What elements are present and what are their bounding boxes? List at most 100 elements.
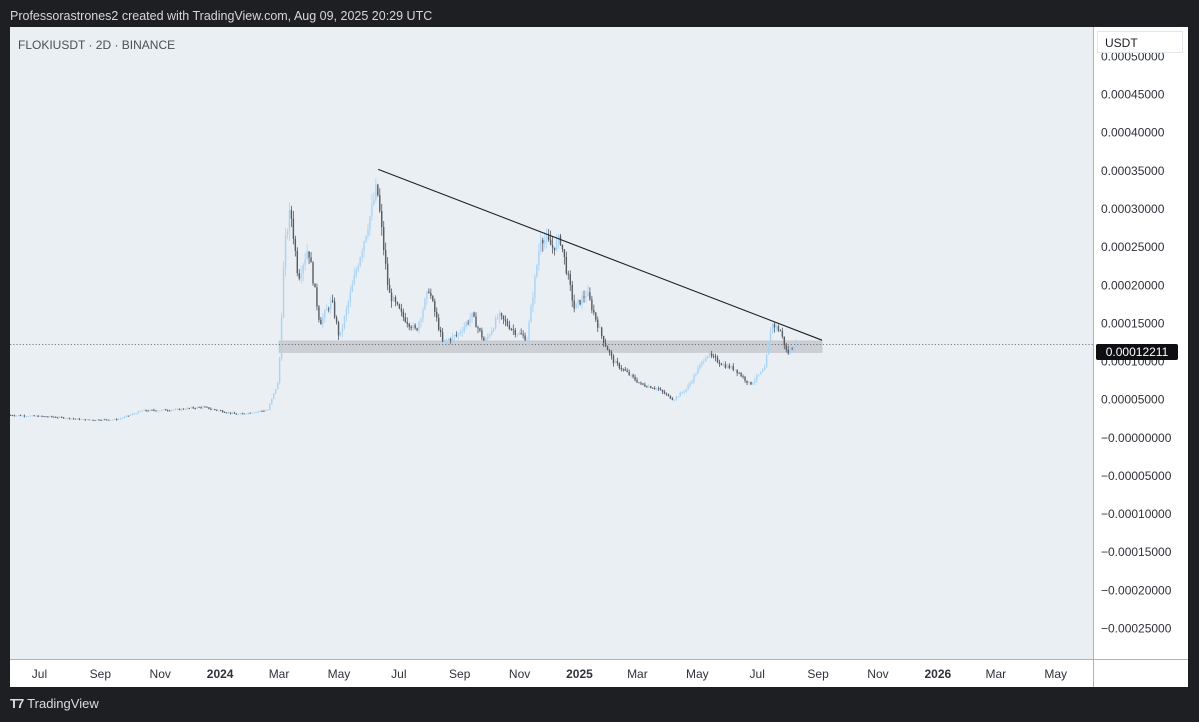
candle-body-79: [165, 409, 167, 411]
candle-body-235: [471, 312, 473, 319]
currency-button[interactable]: USDT: [1097, 31, 1183, 53]
candle-body-318: [634, 376, 636, 380]
candle-body-124: [253, 412, 255, 414]
candle-body-240: [481, 330, 483, 338]
x-tick-label: Sep: [90, 667, 112, 681]
x-tick-label: Nov: [150, 667, 171, 681]
candle-body-237: [475, 316, 477, 328]
current-price-badge: 0.00012211: [1096, 344, 1178, 360]
candle-body-172: [347, 301, 350, 309]
candlestick-chart[interactable]: 0.000500000.000450000.000400000.00035000…: [10, 27, 1188, 687]
candle-body-321: [640, 382, 642, 384]
candle-body-281: [561, 244, 564, 250]
candle-body-153: [310, 257, 312, 263]
candle-body-369: [734, 369, 736, 371]
candle-body-315: [628, 371, 630, 376]
candle-body-400: [795, 342, 797, 348]
candle-body-373: [742, 376, 744, 378]
candle-body-371: [738, 373, 740, 374]
candle-body-303: [604, 343, 607, 347]
candle-body-157: [318, 306, 320, 320]
y-tick-label: −0.00005000: [1101, 469, 1172, 483]
candle-body-161: [326, 308, 328, 311]
candle-body-250: [500, 313, 503, 316]
symbol-title[interactable]: FLOKIUSDT · 2D · BINANCE: [18, 38, 176, 52]
candle-body-355: [707, 355, 709, 358]
candle-body-332: [661, 389, 664, 392]
candle-body-211: [424, 298, 426, 310]
candle-body-210: [422, 309, 424, 319]
candle-body-216: [434, 300, 436, 312]
candle-body-347: [691, 381, 693, 384]
candle-body-363: [722, 364, 725, 366]
candle-body-77: [161, 409, 163, 411]
candle-body-18: [45, 416, 47, 418]
candle-body-307: [612, 355, 615, 364]
candle-body-390: [775, 326, 778, 328]
y-tick-label: −0.00025000: [1101, 621, 1172, 635]
x-tick-label: Sep: [449, 667, 471, 681]
chart-frame[interactable]: 0.00050000 0.00045000 0.00040000 0.00035000…: [10, 27, 1188, 687]
candle-body-150: [304, 259, 306, 266]
candle-body-82: [170, 410, 173, 411]
candle-body-338: [673, 399, 676, 401]
candle-body-91: [188, 408, 190, 409]
candle-body-269: [538, 251, 540, 266]
candle-body-199: [400, 308, 403, 312]
candle-body-96: [198, 407, 200, 408]
candle-body-86: [178, 408, 181, 411]
candle-body-104: [214, 409, 216, 410]
candle-body-17: [43, 416, 45, 418]
candle-body-12: [33, 415, 35, 417]
candle-body-80: [166, 410, 169, 412]
candle-body-75: [157, 410, 159, 412]
candle-body-148: [300, 273, 302, 279]
candle-body-116: [237, 414, 240, 416]
candle-body-143: [290, 209, 293, 219]
candle-body-102: [210, 408, 212, 410]
candle-body-93: [192, 407, 194, 409]
candle-body-251: [502, 315, 505, 320]
y-tick-label: 0.00030000: [1101, 202, 1165, 216]
candle-body-279: [557, 235, 560, 241]
candle-body-130: [265, 410, 267, 412]
candle-body-78: [163, 409, 165, 411]
candle-body-248: [496, 317, 499, 319]
candle-body-387: [769, 331, 772, 342]
candle-body-6: [21, 415, 24, 417]
candle-body-291: [581, 296, 583, 305]
candle-body-265: [530, 306, 532, 323]
candle-body-73: [153, 409, 155, 411]
candle-body-187: [377, 184, 379, 196]
x-tick-label: May: [328, 667, 351, 681]
candle-body-101: [208, 407, 210, 409]
candle-body-353: [703, 361, 705, 363]
candle-body-388: [771, 323, 774, 332]
candle-body-230: [461, 331, 463, 333]
tradingview-logo-icon[interactable]: T7: [10, 696, 24, 711]
candle-body-28: [64, 418, 67, 420]
candle-body-16: [41, 415, 43, 417]
candle-body-46: [100, 420, 102, 421]
candle-body-228: [457, 333, 460, 336]
candle-body-32: [72, 418, 75, 420]
candle-body-194: [390, 292, 393, 302]
candle-body-47: [102, 419, 104, 421]
candle-body-1: [11, 415, 14, 416]
candle-body-284: [567, 273, 570, 275]
candle-body-171: [345, 308, 348, 317]
candle-body-15: [39, 415, 41, 417]
candle-body-395: [785, 345, 787, 350]
candle-body-360: [716, 357, 719, 363]
price-axis-divider: [1093, 27, 1094, 687]
candle-body-364: [724, 364, 727, 368]
candle-body-92: [190, 407, 192, 409]
candle-body-89: [184, 409, 187, 411]
x-tick-label: May: [686, 667, 709, 681]
candle-body-67: [141, 410, 143, 412]
candle-body-179: [361, 250, 363, 258]
candle-body-394: [783, 336, 786, 346]
footer-brand[interactable]: TradingView: [27, 696, 99, 711]
candle-body-328: [654, 388, 656, 390]
candle-body-290: [579, 299, 581, 305]
